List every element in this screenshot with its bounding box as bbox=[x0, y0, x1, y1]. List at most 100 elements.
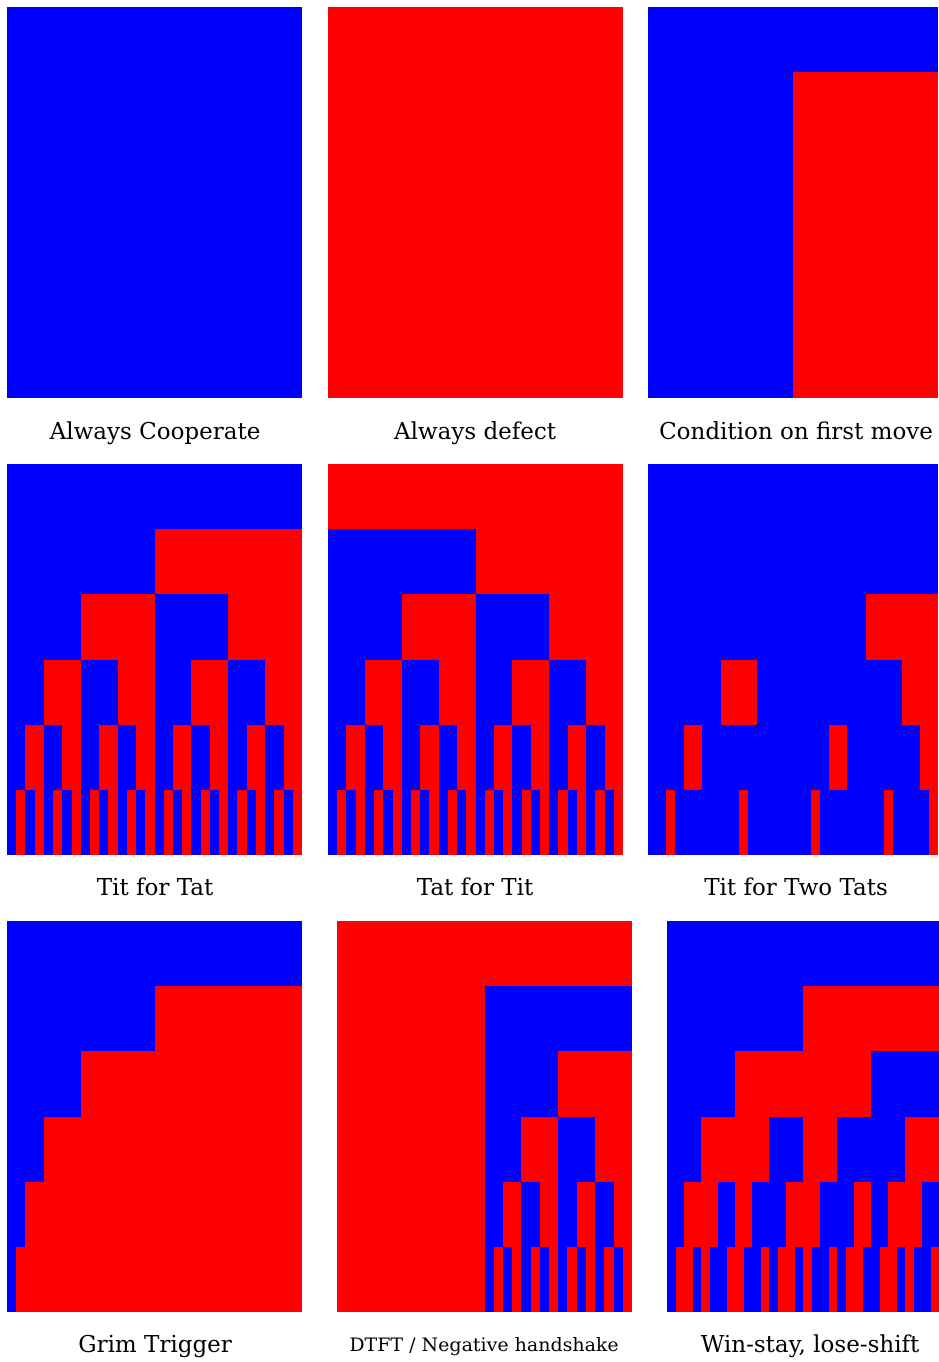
defect-cell bbox=[786, 1247, 795, 1312]
cooperate-cell bbox=[44, 790, 53, 855]
cooperate-cell bbox=[693, 790, 702, 855]
defect-cell bbox=[457, 333, 466, 398]
cooperate-cell bbox=[752, 1247, 761, 1312]
defect-cell bbox=[328, 268, 346, 333]
defect-cell bbox=[721, 660, 757, 725]
cooperate-cell bbox=[402, 660, 439, 725]
cooperate-cell bbox=[328, 725, 346, 790]
cooperate-cell bbox=[44, 203, 81, 268]
cooperate-cell bbox=[757, 333, 766, 398]
cooperate-cell bbox=[191, 725, 210, 790]
cooperate-cell bbox=[7, 725, 25, 790]
cooperate-cell bbox=[739, 725, 757, 790]
defect-cell bbox=[62, 1182, 81, 1247]
defect-cell bbox=[265, 1247, 274, 1312]
cooperate-cell bbox=[667, 986, 803, 1051]
defect-cell bbox=[549, 268, 568, 333]
defect-cell bbox=[328, 137, 402, 203]
defect-cell bbox=[884, 268, 902, 333]
strategy-panel-tat-for-tit bbox=[328, 464, 623, 855]
cooperate-cell bbox=[793, 725, 811, 790]
cooperate-cell bbox=[365, 725, 383, 790]
cooperate-cell bbox=[820, 790, 829, 855]
cooperate-cell bbox=[769, 1182, 786, 1247]
cooperate-cell bbox=[558, 1247, 567, 1312]
cooperate-cell bbox=[730, 333, 739, 398]
cooperate-cell bbox=[7, 72, 155, 137]
defect-cell bbox=[420, 268, 439, 333]
defect-cell bbox=[893, 333, 902, 398]
cooperate-cell bbox=[614, 1247, 623, 1312]
cooperate-cell bbox=[247, 333, 256, 398]
cooperate-cell bbox=[191, 203, 228, 268]
cooperate-cell bbox=[237, 333, 247, 398]
defect-cell bbox=[875, 333, 884, 398]
defect-cell bbox=[838, 333, 847, 398]
cooperate-cell bbox=[769, 1247, 778, 1312]
defect-cell bbox=[568, 333, 577, 398]
cooperate-cell bbox=[757, 268, 775, 333]
defect-cell bbox=[586, 1247, 595, 1312]
defect-cell bbox=[684, 1247, 693, 1312]
cooperate-cell bbox=[775, 333, 784, 398]
cooperate-cell bbox=[871, 1182, 888, 1247]
cooperate-cell bbox=[7, 660, 44, 725]
cooperate-cell bbox=[648, 203, 684, 268]
defect-cell bbox=[888, 1182, 905, 1247]
cooperate-cell bbox=[228, 137, 302, 203]
defect-cell bbox=[457, 268, 476, 333]
defect-cell bbox=[44, 1117, 81, 1182]
cooperate-cell bbox=[752, 1182, 769, 1247]
defect-cell bbox=[293, 790, 302, 855]
cooperate-cell bbox=[766, 333, 775, 398]
cooperate-cell bbox=[730, 790, 739, 855]
defect-cell bbox=[127, 1247, 136, 1312]
cooperate-cell bbox=[485, 1182, 503, 1247]
cooperate-cell bbox=[586, 725, 605, 790]
defect-cell bbox=[475, 1247, 485, 1312]
cooperate-cell bbox=[847, 790, 856, 855]
cooperate-cell bbox=[118, 725, 136, 790]
cooperate-cell bbox=[503, 1247, 512, 1312]
cooperate-cell bbox=[219, 333, 228, 398]
defect-cell bbox=[265, 1117, 302, 1182]
defect-cell bbox=[512, 1247, 521, 1312]
strategy-label: Grim Trigger bbox=[78, 1332, 232, 1358]
defect-cell bbox=[346, 268, 365, 333]
defect-cell bbox=[81, 1051, 155, 1117]
cooperate-cell bbox=[721, 790, 730, 855]
cooperate-cell bbox=[866, 725, 884, 790]
cooperate-cell bbox=[145, 333, 155, 398]
cooperate-cell bbox=[866, 660, 902, 725]
defect-cell bbox=[182, 790, 191, 855]
defect-cell bbox=[53, 790, 62, 855]
cooperate-cell bbox=[871, 1117, 905, 1182]
cooperate-cell bbox=[155, 660, 191, 725]
defect-cell bbox=[411, 1182, 429, 1247]
cooperate-cell bbox=[721, 137, 793, 203]
cooperate-cell bbox=[25, 333, 35, 398]
cooperate-cell bbox=[35, 333, 44, 398]
defect-cell bbox=[337, 1051, 411, 1117]
defect-cell bbox=[448, 1182, 466, 1247]
defect-cell bbox=[99, 1182, 118, 1247]
cooperate-cell bbox=[693, 333, 702, 398]
defect-cell bbox=[476, 72, 623, 137]
defect-cell bbox=[522, 333, 531, 398]
cooperate-cell bbox=[718, 1182, 735, 1247]
cooperate-cell bbox=[494, 790, 503, 855]
cooperate-cell bbox=[136, 333, 145, 398]
cooperate-cell bbox=[667, 921, 939, 986]
defect-cell bbox=[476, 137, 549, 203]
cooperate-cell bbox=[702, 790, 711, 855]
defect-cell bbox=[735, 1051, 803, 1117]
cooperate-cell bbox=[7, 7, 302, 72]
cooperate-cell bbox=[284, 333, 293, 398]
cooperate-cell bbox=[667, 1051, 735, 1117]
defect-cell bbox=[355, 1182, 374, 1247]
defect-cell bbox=[173, 1247, 182, 1312]
defect-cell bbox=[701, 1117, 735, 1182]
defect-cell bbox=[494, 725, 512, 790]
defect-cell bbox=[392, 1182, 411, 1247]
cooperate-cell bbox=[675, 790, 684, 855]
